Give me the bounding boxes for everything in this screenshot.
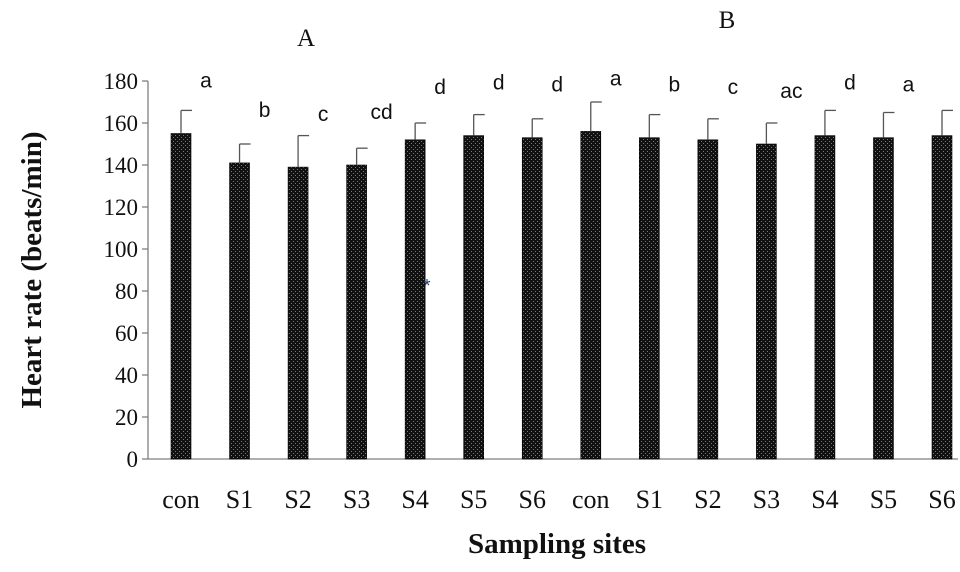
significance-label: d (844, 72, 856, 95)
x-tick-label: S2 (284, 485, 311, 514)
bar (463, 135, 484, 460)
significance-label: a (200, 70, 212, 93)
y-tick-label: 160 (104, 111, 139, 136)
x-tick-label: S3 (343, 485, 370, 514)
x-tick-label: S6 (928, 485, 955, 514)
y-axis: 0 20 40 60 80 100 120 140 160 180 (104, 69, 149, 472)
y-tick-label: 140 (104, 153, 139, 178)
y-tick-label: 60 (115, 321, 138, 346)
y-axis-title: Heart rate (beats/min) (16, 131, 48, 408)
bar (346, 164, 367, 460)
x-tick-label: con (572, 485, 610, 514)
y-tick-label: 120 (104, 195, 139, 220)
y-tick-label: 100 (104, 237, 139, 262)
x-axis-title: Sampling sites (468, 528, 646, 560)
significance-label: cd (371, 101, 393, 124)
x-tick-label: S5 (870, 485, 897, 514)
x-tick-label: S6 (518, 485, 545, 514)
x-tick-label: S3 (753, 485, 780, 514)
bar (931, 135, 953, 460)
bar (873, 137, 894, 460)
significance-label: b (259, 99, 271, 122)
y-tick-label: 40 (115, 363, 138, 388)
significance-label: a (610, 67, 622, 90)
bars-group (170, 101, 953, 460)
x-tick-label: S2 (694, 485, 721, 514)
x-tick-label: S4 (401, 485, 428, 514)
x-tick-label: S1 (636, 485, 663, 514)
significance-label: a (903, 74, 915, 97)
x-tick-label: S4 (811, 485, 838, 514)
y-tick-label: 0 (127, 447, 139, 472)
bar (287, 166, 309, 460)
y-tick-label: 20 (115, 405, 138, 430)
x-tick-label: S5 (460, 485, 487, 514)
significance-label: ac (780, 80, 802, 103)
y-tick-label: 180 (104, 69, 139, 94)
labels-group: a con b S1 c S2 cd S3 d S4 d S5 d S6 a con b S1 c S2 ac S3 d S4… (162, 67, 956, 514)
bar (170, 133, 192, 460)
bar (229, 162, 250, 460)
bar (404, 139, 426, 460)
y-tick-label: 80 (115, 279, 138, 304)
bar (697, 139, 719, 460)
bar (521, 137, 543, 460)
bar (814, 135, 836, 460)
panel-label-a: A (297, 25, 315, 52)
x-tick-label: S1 (226, 485, 253, 514)
significance-label: d (551, 74, 563, 97)
significance-label: d (434, 76, 446, 99)
x-tick-label: con (162, 485, 200, 514)
bar (756, 143, 777, 460)
panel-label-b: B (719, 7, 736, 34)
significance-label: c (318, 103, 329, 126)
bar (580, 131, 602, 460)
annotation-star: * (423, 276, 430, 296)
significance-label: c (728, 76, 739, 99)
significance-label: b (668, 74, 680, 97)
significance-label: d (493, 72, 505, 95)
bar (639, 137, 660, 460)
